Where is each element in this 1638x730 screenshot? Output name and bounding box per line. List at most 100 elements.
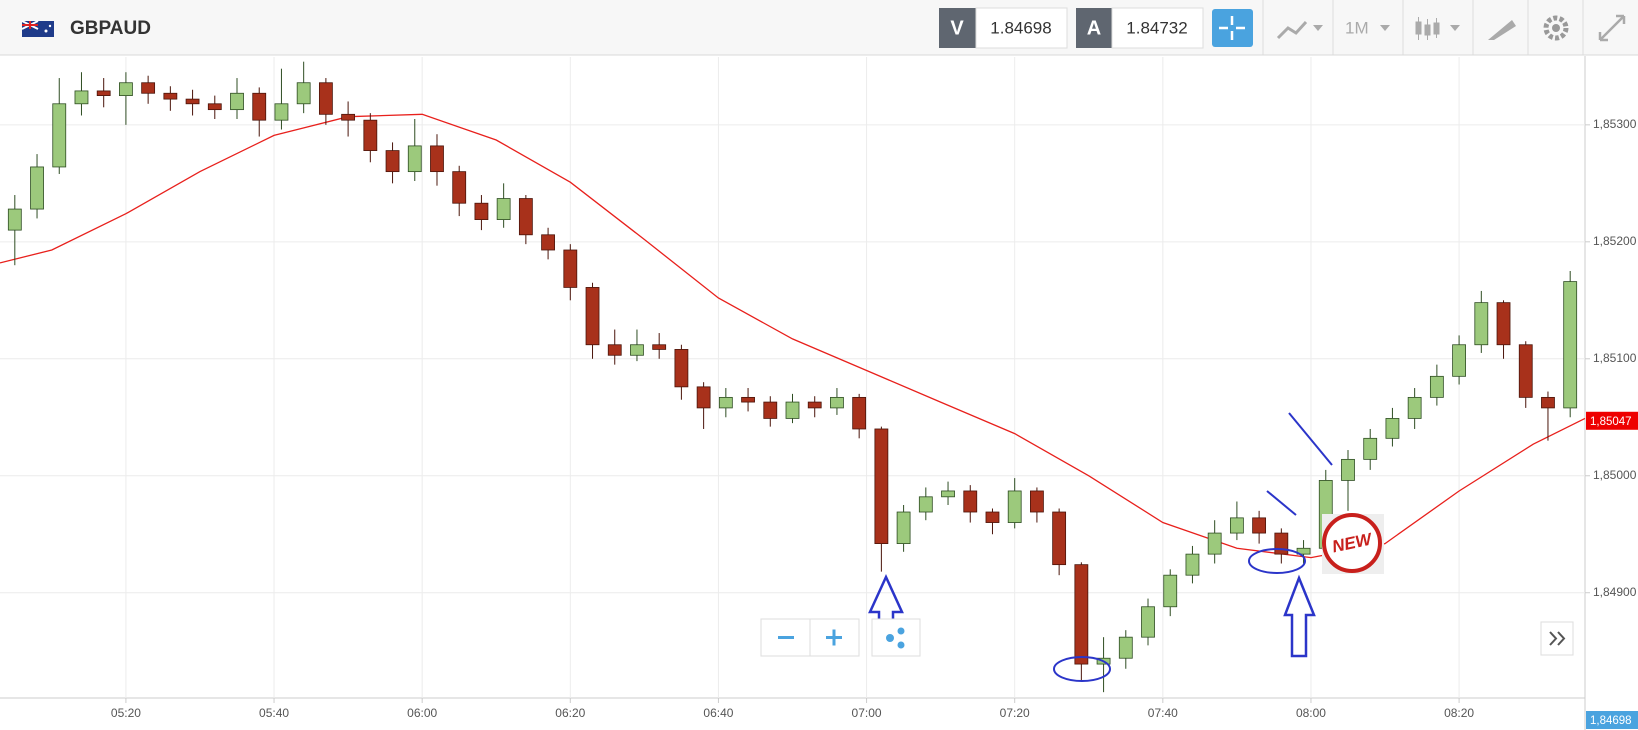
candle-body <box>896 511 911 544</box>
candle <box>318 78 333 125</box>
candle <box>341 101 356 137</box>
x-tick-label: 07:40 <box>1148 706 1178 720</box>
candle-body <box>830 396 844 409</box>
candle <box>7 195 22 266</box>
candle <box>163 86 178 111</box>
candle-body <box>430 145 444 173</box>
candle <box>1185 545 1200 584</box>
candle-body <box>185 98 200 105</box>
candle-body <box>363 119 378 151</box>
candle-body <box>1030 490 1044 513</box>
x-tick-label: 06:00 <box>407 706 437 720</box>
candle-body <box>785 401 800 419</box>
annotation-line <box>1266 490 1297 516</box>
annotations: NEW <box>868 412 1384 682</box>
x-tick-label: 05:40 <box>259 706 289 720</box>
candle <box>407 118 422 181</box>
candle-body <box>1052 511 1067 566</box>
candle-body <box>518 198 533 236</box>
candle-body <box>963 490 978 513</box>
candle-body <box>541 234 555 251</box>
crosshair-icon <box>1219 16 1245 40</box>
bid-box[interactable] <box>975 7 1068 49</box>
candle <box>963 485 978 523</box>
candle-body <box>763 401 778 419</box>
timeframe[interactable]: 1M <box>1345 18 1369 37</box>
candle-body <box>1185 553 1200 576</box>
settings-icon[interactable] <box>1543 15 1569 41</box>
scroll-end-button[interactable] <box>1540 621 1574 656</box>
ask-price: 1.84732 <box>1126 18 1187 37</box>
plot-area: 05:20 05:40 06:00 06:20 06:40 07:00 07:20 07:40… <box>0 57 1638 729</box>
share-button[interactable] <box>871 618 921 657</box>
candle <box>741 388 755 412</box>
annotation-line <box>1288 412 1333 466</box>
candle <box>1452 335 1466 385</box>
crosshair-button[interactable] <box>1212 9 1253 47</box>
moving-average <box>0 113 1586 559</box>
candle <box>896 504 911 552</box>
price-marker-label: 1,84698 <box>1590 715 1632 727</box>
candle-body <box>407 145 422 173</box>
candle-body <box>119 82 133 97</box>
candle <box>385 142 400 184</box>
candle-body <box>652 344 667 350</box>
candle-body <box>630 344 644 356</box>
candle-body <box>852 396 867 430</box>
candles-icon[interactable] <box>1415 17 1440 40</box>
candle-body <box>1429 375 1444 398</box>
price-marker-label: 1,85047 <box>1590 416 1632 428</box>
candle <box>296 61 311 114</box>
y-tick-label: 1,85200 <box>1593 234 1637 248</box>
candle-body <box>1118 636 1133 659</box>
fullscreen-icon[interactable] <box>1598 14 1626 42</box>
candle <box>30 154 44 219</box>
chart-type-icon[interactable] <box>1276 20 1308 40</box>
candle-body <box>496 198 511 220</box>
candle <box>1407 388 1422 429</box>
candle <box>763 396 778 427</box>
candle <box>563 244 578 301</box>
candle-body <box>918 496 933 513</box>
candle-body <box>874 428 889 544</box>
scroll-end-icon <box>1549 631 1566 646</box>
ask-box[interactable] <box>1111 7 1204 49</box>
zoom-in[interactable] <box>826 629 842 646</box>
candle-body <box>941 490 955 498</box>
candle-body <box>1229 517 1244 534</box>
annotation-ellipse <box>1053 656 1111 682</box>
candle <box>1518 341 1533 408</box>
candle <box>1429 364 1444 406</box>
x-tick-label: 07:00 <box>852 706 882 720</box>
candle-body <box>1252 517 1267 534</box>
candle <box>474 195 489 231</box>
draw-tool-icon[interactable] <box>1488 20 1516 40</box>
candle-body <box>252 92 267 121</box>
candle <box>1363 428 1378 470</box>
bid-tag <box>939 8 976 48</box>
candle <box>1229 501 1244 541</box>
candle <box>363 113 378 163</box>
candle-body <box>674 349 689 388</box>
candle-body <box>341 113 356 121</box>
candle <box>630 329 644 362</box>
candle-body <box>1141 606 1155 638</box>
share-icon <box>886 627 905 649</box>
candle <box>874 426 889 572</box>
candle-body <box>1385 418 1400 439</box>
candle-body <box>163 92 178 100</box>
candle-body <box>563 249 578 288</box>
candle-body <box>7 208 22 231</box>
candle-body <box>585 287 600 346</box>
x-tick-label: 06:40 <box>703 706 733 720</box>
candle <box>918 487 933 521</box>
candle <box>718 388 733 418</box>
candle-body <box>385 150 400 173</box>
annotation-arrow <box>1283 574 1316 658</box>
candle-body <box>1007 490 1022 523</box>
toolbar-dividers <box>1262 0 1584 55</box>
candle <box>96 78 111 108</box>
annotation-ellipse <box>1248 548 1306 574</box>
candle-body <box>1296 547 1311 555</box>
